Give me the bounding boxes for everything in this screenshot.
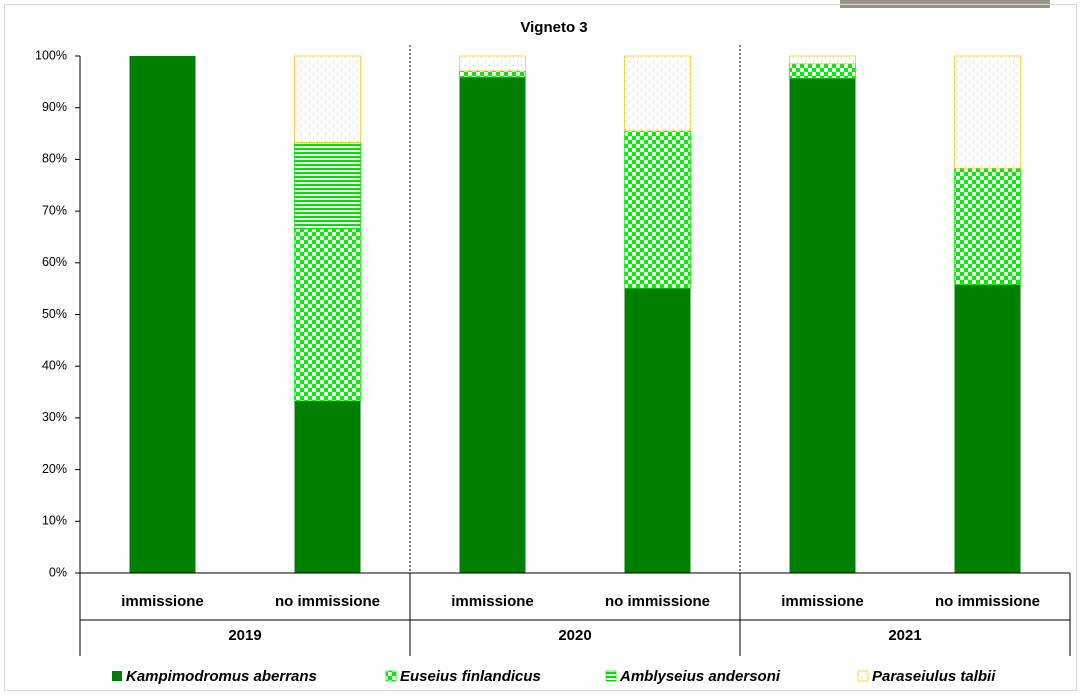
y-tick-label: 20% [42, 462, 67, 476]
y-tick-label: 90% [42, 100, 67, 114]
bar-segment [460, 56, 526, 71]
x-tick-label: no immissione [935, 593, 1040, 610]
bar-segment [295, 401, 361, 573]
y-tick-label: 80% [42, 152, 67, 166]
legend-label: Euseius finlandicus [400, 668, 541, 685]
legend-swatch [606, 671, 616, 681]
bar-segment [955, 285, 1021, 573]
group-label: 2019 [228, 627, 261, 644]
y-tick-label: 30% [42, 410, 67, 424]
group-label: 2021 [888, 627, 921, 644]
bar-segment [955, 168, 1021, 284]
y-tick-label: 10% [42, 514, 67, 528]
bar-segment [295, 229, 361, 401]
legend-swatch [112, 671, 122, 681]
legend-label: Kampimodromus aberrans [126, 668, 317, 685]
bar-segment [790, 56, 856, 64]
x-tick-label: immissione [781, 593, 864, 610]
bar-segment [625, 56, 691, 131]
chart-title: Vigneto 3 [520, 19, 587, 36]
y-tick-label: 40% [42, 358, 67, 372]
bar-segment [130, 56, 196, 573]
legend-label: Amblyseius andersoni [619, 668, 781, 685]
bar-segment [295, 56, 361, 142]
y-tick-label: 0% [49, 565, 67, 579]
y-tick-label: 50% [42, 307, 67, 321]
bar-segment [955, 56, 1021, 168]
bar-segment [460, 77, 526, 573]
legend-swatch [386, 671, 396, 681]
chart: Vigneto 3 0% 10% 20% 30% 40% 50% 60% 70% 80% 90% 1… [0, 0, 1082, 695]
legend-label: Paraseiulus talbii [872, 668, 996, 685]
group-label: 2020 [558, 627, 591, 644]
x-tick-label: no immissione [605, 593, 710, 610]
bar-segment [625, 288, 691, 573]
bar-segment [460, 71, 526, 77]
y-tick-label: 60% [42, 255, 67, 269]
bar-segment [295, 142, 361, 228]
x-tick-label: immissione [451, 593, 534, 610]
legend-swatch [858, 671, 868, 681]
x-tick-label: no immissione [275, 593, 380, 610]
bar-segment [790, 78, 856, 573]
bar-segment [625, 131, 691, 288]
y-tick-label: 70% [42, 203, 67, 217]
x-tick-label: immissione [121, 593, 204, 610]
y-tick-label: 100% [35, 48, 67, 62]
bar-segment [790, 64, 856, 78]
